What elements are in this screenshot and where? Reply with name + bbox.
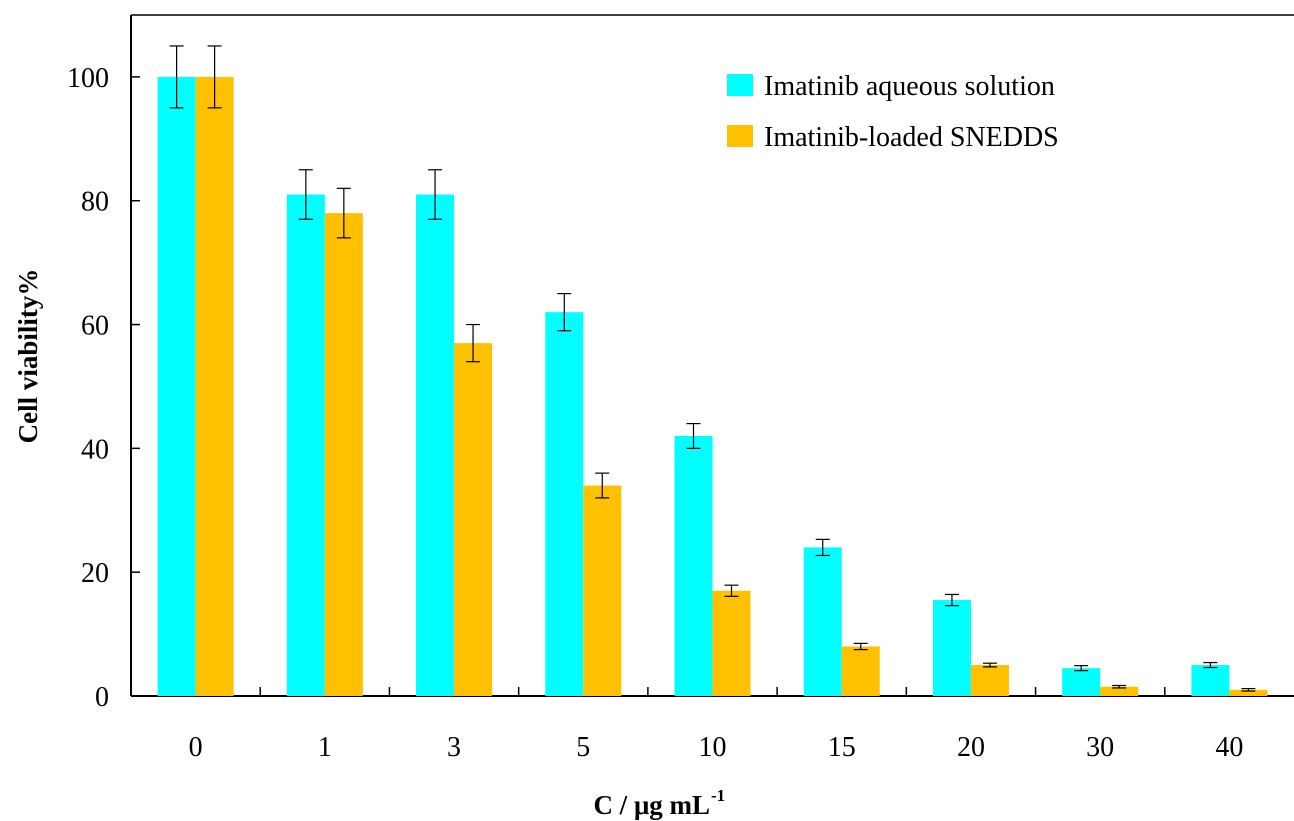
bar-aqueous-30 [1062,668,1101,696]
bar-aqueous-3 [416,194,455,696]
bar-aqueous-1 [286,194,325,696]
y-tick-label: 100 [67,63,109,94]
y-tick-label: 80 [81,187,109,218]
error-bar [944,593,959,607]
error-bar [466,323,481,363]
legend-swatch-aqueous [727,74,753,96]
bar-snedds-30 [1100,686,1139,696]
error-bars [169,45,1256,692]
bar-aqueous-5 [545,312,584,696]
x-tick-label: 5 [576,732,590,763]
error-bar [815,538,830,557]
error-bar [169,45,184,109]
legend-label-snedds: Imatinib-loaded SNEDDS [764,122,1059,153]
error-bar [982,662,997,668]
error-bar [428,169,443,220]
error-bar [853,642,868,651]
x-tick-label: 15 [828,732,856,763]
bar-snedds-40 [1229,689,1268,696]
y-axis-title: Cell viability% [13,269,43,444]
legend-label-aqueous: Imatinib aqueous solution [764,71,1055,102]
bar-aqueous-15 [803,547,842,696]
bar-snedds-3 [454,343,493,696]
error-bar [557,292,572,332]
legend: Imatinib aqueous solution Imatinib-loade… [727,71,1059,153]
x-tick-label: 20 [957,732,985,763]
error-bar [207,45,222,109]
error-bar [1112,684,1127,689]
y-tick-label: 20 [81,558,109,589]
error-bar [1203,661,1218,669]
x-tick-label: 40 [1215,732,1243,763]
x-axis-ticks: 0 1 3 5 10 15 20 30 40 [189,687,1243,763]
bar-snedds-15 [841,646,880,696]
y-axis-ticks: 0 20 40 60 80 100 [67,63,140,713]
bar-aqueous-20 [932,600,971,696]
x-tick-label: 10 [699,732,727,763]
bar-aqueous-40 [1191,665,1230,696]
bar-snedds-5 [583,485,622,696]
error-bar [336,187,351,239]
bar-snedds-20 [970,665,1009,696]
error-bar [298,169,313,220]
error-bar [1241,687,1256,692]
error-bar [595,472,610,499]
legend-swatch-snedds [727,125,753,147]
bar-snedds-1 [324,213,363,697]
y-tick-label: 0 [95,682,109,713]
x-tick-label: 0 [189,732,203,763]
bar-aqueous-10 [674,435,713,696]
y-tick-label: 60 [81,311,109,342]
bar-series [157,76,1268,697]
error-bar [686,423,701,449]
x-axis-title: C / μg mL [593,790,710,820]
bar-snedds-10 [712,590,751,696]
x-tick-label: 3 [447,732,461,763]
x-axis-title-superscript: -1 [711,786,725,805]
error-bar [1074,665,1089,672]
error-bar [724,584,739,597]
x-tick-label: 1 [318,732,332,763]
x-tick-label: 30 [1086,732,1114,763]
y-tick-label: 40 [81,434,109,465]
bar-aqueous-0 [157,76,196,697]
bar-snedds-0 [195,76,234,697]
